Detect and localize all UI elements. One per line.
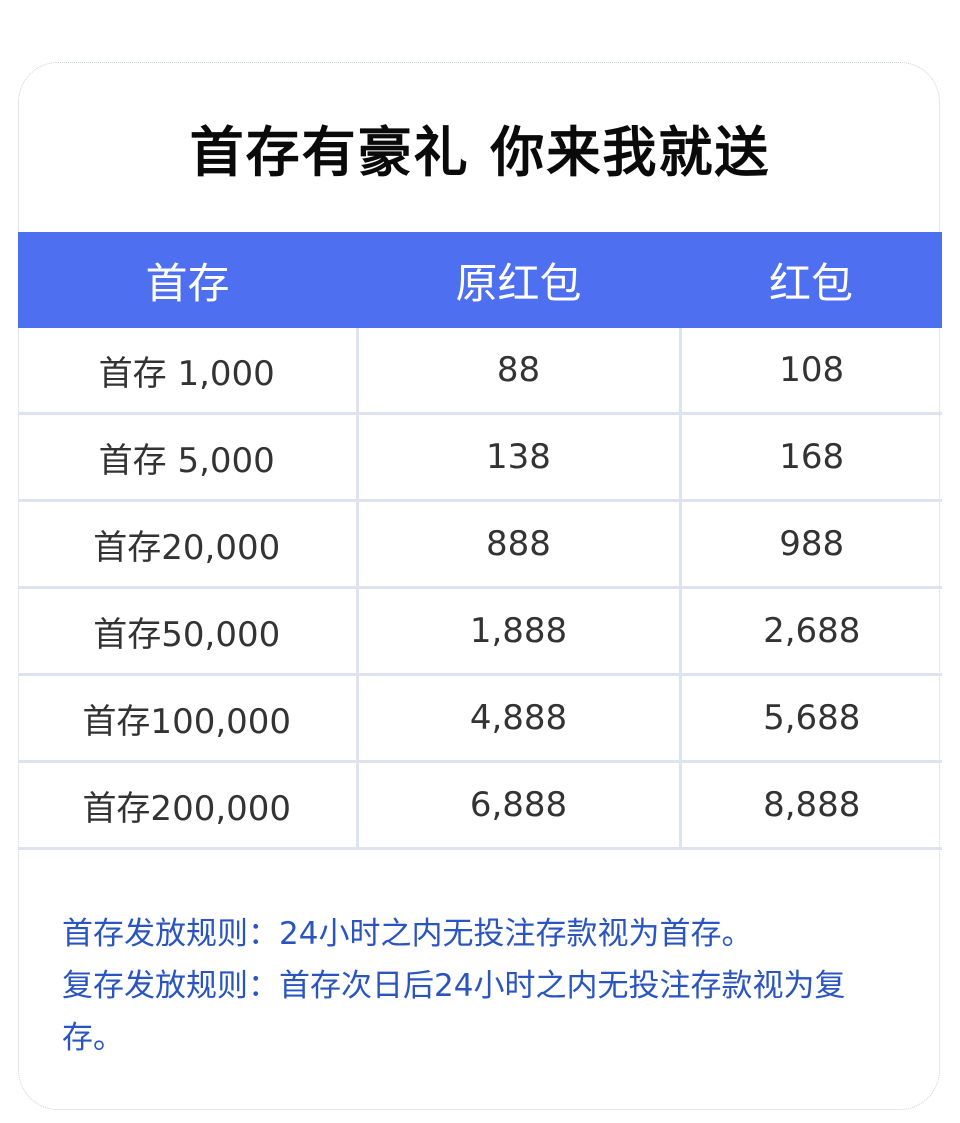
page-title: 首存有豪礼 你来我就送: [189, 121, 771, 184]
original-bonus-cell: 888: [355, 500, 680, 589]
bonus-cell: 988: [678, 500, 942, 589]
rules-section: 首存发放规则：24小时之内无投注存款视为首存。 复存发放规则：首存次日后24小时…: [62, 908, 892, 1064]
original-bonus-cell: 4,888: [355, 674, 680, 763]
original-bonus-cell: 1,888: [355, 587, 680, 676]
table-row: 首存200,000 6,888 8,888: [18, 761, 942, 850]
deposit-amount-cell: 首存100,000: [18, 674, 357, 763]
bonus-cell: 168: [678, 413, 942, 502]
bonus-table: 首存 原红包 红包 首存 1,000 88 108 首存 5,000 138 168 首存2…: [18, 232, 942, 850]
deposit-amount-cell: 首存20,000: [18, 500, 357, 589]
deposit-amount-cell: 首存 1,000: [18, 328, 357, 415]
original-bonus-cell: 6,888: [355, 761, 680, 850]
header-first-deposit: 首存: [18, 232, 357, 328]
bonus-cell: 5,688: [678, 674, 942, 763]
repeat-deposit-rule: 复存发放规则：首存次日后24小时之内无投注存款视为复存。: [62, 968, 846, 1056]
table-header-row: 首存 原红包 红包: [18, 232, 942, 328]
deposit-amount-cell: 首存50,000: [18, 587, 357, 676]
original-bonus-cell: 138: [355, 413, 680, 502]
bonus-cell: 2,688: [678, 587, 942, 676]
deposit-amount-cell: 首存 5,000: [18, 413, 357, 502]
table-row: 首存 1,000 88 108: [18, 328, 942, 415]
original-bonus-cell: 88: [355, 328, 680, 415]
header-original-bonus: 原红包: [357, 232, 680, 328]
table-row: 首存20,000 888 988: [18, 500, 942, 589]
table-row: 首存 5,000 138 168: [18, 413, 942, 502]
first-deposit-rule: 首存发放规则：24小时之内无投注存款视为首存。: [62, 916, 753, 952]
table-row: 首存50,000 1,888 2,688: [18, 587, 942, 676]
table-row: 首存100,000 4,888 5,688: [18, 674, 942, 763]
header-bonus: 红包: [680, 232, 942, 328]
bonus-cell: 108: [678, 328, 942, 415]
bonus-cell: 8,888: [678, 761, 942, 850]
deposit-amount-cell: 首存200,000: [18, 761, 357, 850]
